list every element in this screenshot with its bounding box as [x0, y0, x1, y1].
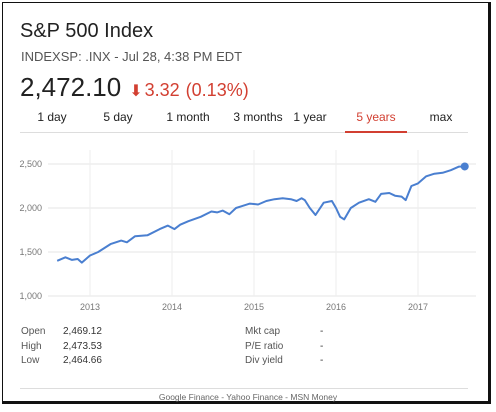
quote-card [2, 2, 491, 404]
stat-label: P/E ratio [245, 340, 284, 352]
y-tick-label: 2,000 [19, 203, 42, 213]
down-arrow-icon: ⬇ [129, 83, 143, 100]
price-chart: 1,000 1,500 2,000 2,500 2013 2014 2015 2016 2017 [0, 140, 496, 320]
tab-1-day[interactable]: 1 day [37, 110, 67, 124]
stat-value: - [320, 355, 324, 366]
stat-high: High 2,473.53 [21, 341, 102, 356]
ticker-subtitle: INDEXSP: .INX - Jul 28, 4:38 PM EDT [21, 49, 243, 64]
x-tick-label: 2015 [244, 302, 264, 312]
stat-div-yield: Div yield - [245, 355, 323, 370]
stat-pe-ratio: P/E ratio - [245, 341, 323, 356]
tab-1-year[interactable]: 1 year [293, 110, 327, 124]
stat-label: Low [21, 355, 40, 366]
tab-1-month[interactable]: 1 month [166, 110, 210, 124]
x-tick-label: 2013 [80, 302, 100, 312]
stat-label: Mkt cap [245, 326, 281, 337]
stat-mkt-cap: Mkt cap - [245, 326, 323, 341]
x-tick-label: 2016 [326, 302, 346, 312]
price-row: 2,472.10 ⬇ 3.32 (0.13%) [20, 72, 249, 102]
stat-label: High [21, 340, 42, 352]
stat-value: 2,469.12 [63, 326, 102, 337]
stat-value: - [320, 340, 324, 352]
stat-low: Low 2,464.66 [21, 355, 102, 370]
y-tick-label: 1,500 [19, 247, 42, 257]
price-chart-svg: 1,000 1,500 2,000 2,500 2013 2014 2015 2016 2017 [19, 150, 476, 312]
price-change: ⬇ 3.32 (0.13%) [129, 80, 248, 101]
stat-value: 2,473.53 [63, 340, 102, 352]
stat-label: Div yield [245, 355, 283, 366]
change-percent: (0.13%) [185, 80, 249, 100]
page-title: S&P 500 Index [20, 20, 154, 42]
last-price-marker [460, 162, 469, 171]
tab-max[interactable]: max [429, 110, 453, 124]
footer-divider [20, 388, 468, 389]
x-tick-label: 2014 [162, 302, 182, 312]
current-price: 2,472.10 [20, 72, 122, 102]
stat-value: 2,464.66 [63, 355, 102, 366]
stat-open: Open 2,469.12 [21, 326, 102, 341]
tab-5-years[interactable]: 5 years [345, 110, 407, 133]
y-tick-label: 2,500 [19, 159, 42, 169]
change-value: 3.32 [144, 80, 180, 100]
x-tick-label: 2017 [408, 302, 428, 312]
tab-3-months[interactable]: 3 months [233, 110, 283, 124]
stats-right: Mkt cap - P/E ratio - Div yield - [245, 326, 323, 370]
stat-label: Open [21, 326, 46, 337]
y-tick-label: 1,000 [19, 291, 42, 301]
tab-5-day[interactable]: 5 day [103, 110, 133, 124]
stats-left: Open 2,469.12 High 2,473.53 Low 2,464.66 [21, 326, 102, 370]
source-links[interactable]: Google Finance - Yahoo Finance - MSN Mon… [158, 392, 338, 402]
range-tabs: 1 day 5 day 1 month 3 months 1 year 5 ye… [20, 106, 468, 133]
series-line [56, 165, 465, 264]
stat-value: - [320, 326, 324, 337]
